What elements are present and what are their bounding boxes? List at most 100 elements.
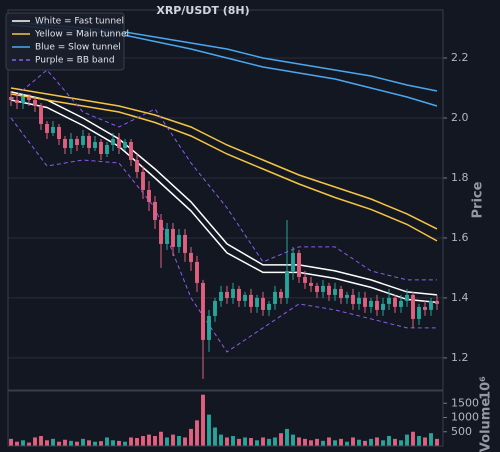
- volume-frame: [7, 390, 444, 447]
- y-tick-label: 1.6: [451, 231, 469, 244]
- marks: [9, 21, 439, 446]
- volume-bar: [81, 438, 85, 446]
- chart-title: XRP/USDT (8H): [156, 4, 249, 17]
- candle-body: [51, 126, 55, 133]
- candle-body: [213, 300, 217, 316]
- candle-body: [303, 276, 307, 283]
- y-tick-label: 2.2: [451, 51, 469, 64]
- band-line: [10, 93, 438, 242]
- candle-body: [435, 300, 439, 304]
- candle-body: [87, 135, 91, 148]
- volume-bar: [333, 440, 337, 446]
- volume-bar: [33, 437, 37, 446]
- volume-bar: [351, 437, 355, 446]
- candle-body: [369, 300, 373, 307]
- volume-bar: [105, 437, 109, 446]
- volume-bar: [27, 442, 31, 446]
- volume-bar: [285, 428, 289, 446]
- candle-body: [93, 141, 97, 148]
- volume-bar: [21, 440, 25, 446]
- volume-bar: [423, 437, 427, 446]
- candle-body: [117, 138, 121, 148]
- candle-body: [111, 138, 115, 145]
- candle-body: [297, 252, 301, 277]
- volume-bar: [39, 436, 43, 446]
- candle-body: [273, 291, 277, 304]
- candle-body: [165, 228, 169, 244]
- volume-bar: [189, 428, 193, 446]
- candle-body: [363, 297, 367, 307]
- volume-bar: [195, 420, 199, 446]
- candle-body: [267, 303, 271, 310]
- band-line: [10, 69, 437, 281]
- volume-bar: [117, 440, 121, 446]
- band-line: [10, 99, 438, 304]
- y-tick-label: 1000: [451, 411, 479, 424]
- volume-bar: [135, 438, 139, 446]
- candle-body: [375, 300, 379, 310]
- volume-bar: [393, 438, 397, 446]
- candle-body: [399, 300, 403, 307]
- volume-bar: [63, 439, 67, 446]
- candle-body: [291, 252, 295, 271]
- candle-body: [285, 270, 289, 298]
- band-line: [10, 117, 437, 353]
- volume-bar: [267, 438, 271, 446]
- candle-body: [69, 138, 73, 148]
- volume-bar: [399, 440, 403, 446]
- volume-bar: [69, 440, 73, 446]
- volume-bar: [303, 438, 307, 446]
- volume-bar: [327, 437, 331, 446]
- volume-bar: [315, 438, 319, 446]
- volume-bar: [261, 437, 265, 446]
- candle-body: [153, 201, 157, 220]
- candle-body: [255, 297, 259, 307]
- candle-body: [321, 285, 325, 292]
- band-line: [10, 91, 438, 296]
- candle-body: [315, 285, 319, 292]
- candle-body: [237, 288, 241, 301]
- candle-body: [9, 96, 13, 100]
- candle-body: [261, 297, 265, 310]
- candle-body: [387, 297, 391, 304]
- candle-body: [381, 303, 385, 310]
- volume-bar: [177, 436, 181, 446]
- volume-bar: [417, 436, 421, 446]
- volume-bar: [159, 431, 163, 446]
- volume-bar: [141, 436, 145, 446]
- candle-body: [39, 105, 43, 124]
- price-frame: [7, 9, 444, 391]
- volume-bar: [123, 441, 127, 446]
- candle-body: [159, 219, 163, 244]
- candle-body: [15, 99, 19, 103]
- candle-body: [411, 294, 415, 319]
- candle-body: [333, 288, 337, 295]
- candle-body: [171, 228, 175, 247]
- y-tick-label: 1.2: [451, 351, 469, 364]
- candle-body: [417, 306, 421, 319]
- volume-bar: [219, 434, 223, 446]
- candle-body: [99, 141, 103, 154]
- volume-bar: [87, 440, 91, 446]
- y-tick-label: 1500: [451, 396, 479, 409]
- volume-bar: [153, 436, 157, 446]
- volume-bar: [405, 434, 409, 446]
- candle-body: [21, 96, 25, 103]
- volume-bar: [345, 441, 349, 446]
- volume-bar: [309, 440, 313, 446]
- volume-bar: [255, 440, 259, 446]
- volume-bar: [93, 441, 97, 446]
- candle-body: [357, 297, 361, 304]
- candle-body: [351, 294, 355, 304]
- candle-body: [339, 288, 343, 298]
- candle-body: [189, 252, 193, 262]
- candle-body: [177, 234, 181, 247]
- volume-bar: [75, 441, 79, 446]
- volume-bar: [45, 440, 49, 446]
- volume-bar: [321, 440, 325, 446]
- candle-body: [393, 297, 397, 307]
- candle-body: [423, 306, 427, 310]
- volume-bar: [99, 441, 103, 446]
- candle-body: [183, 234, 187, 253]
